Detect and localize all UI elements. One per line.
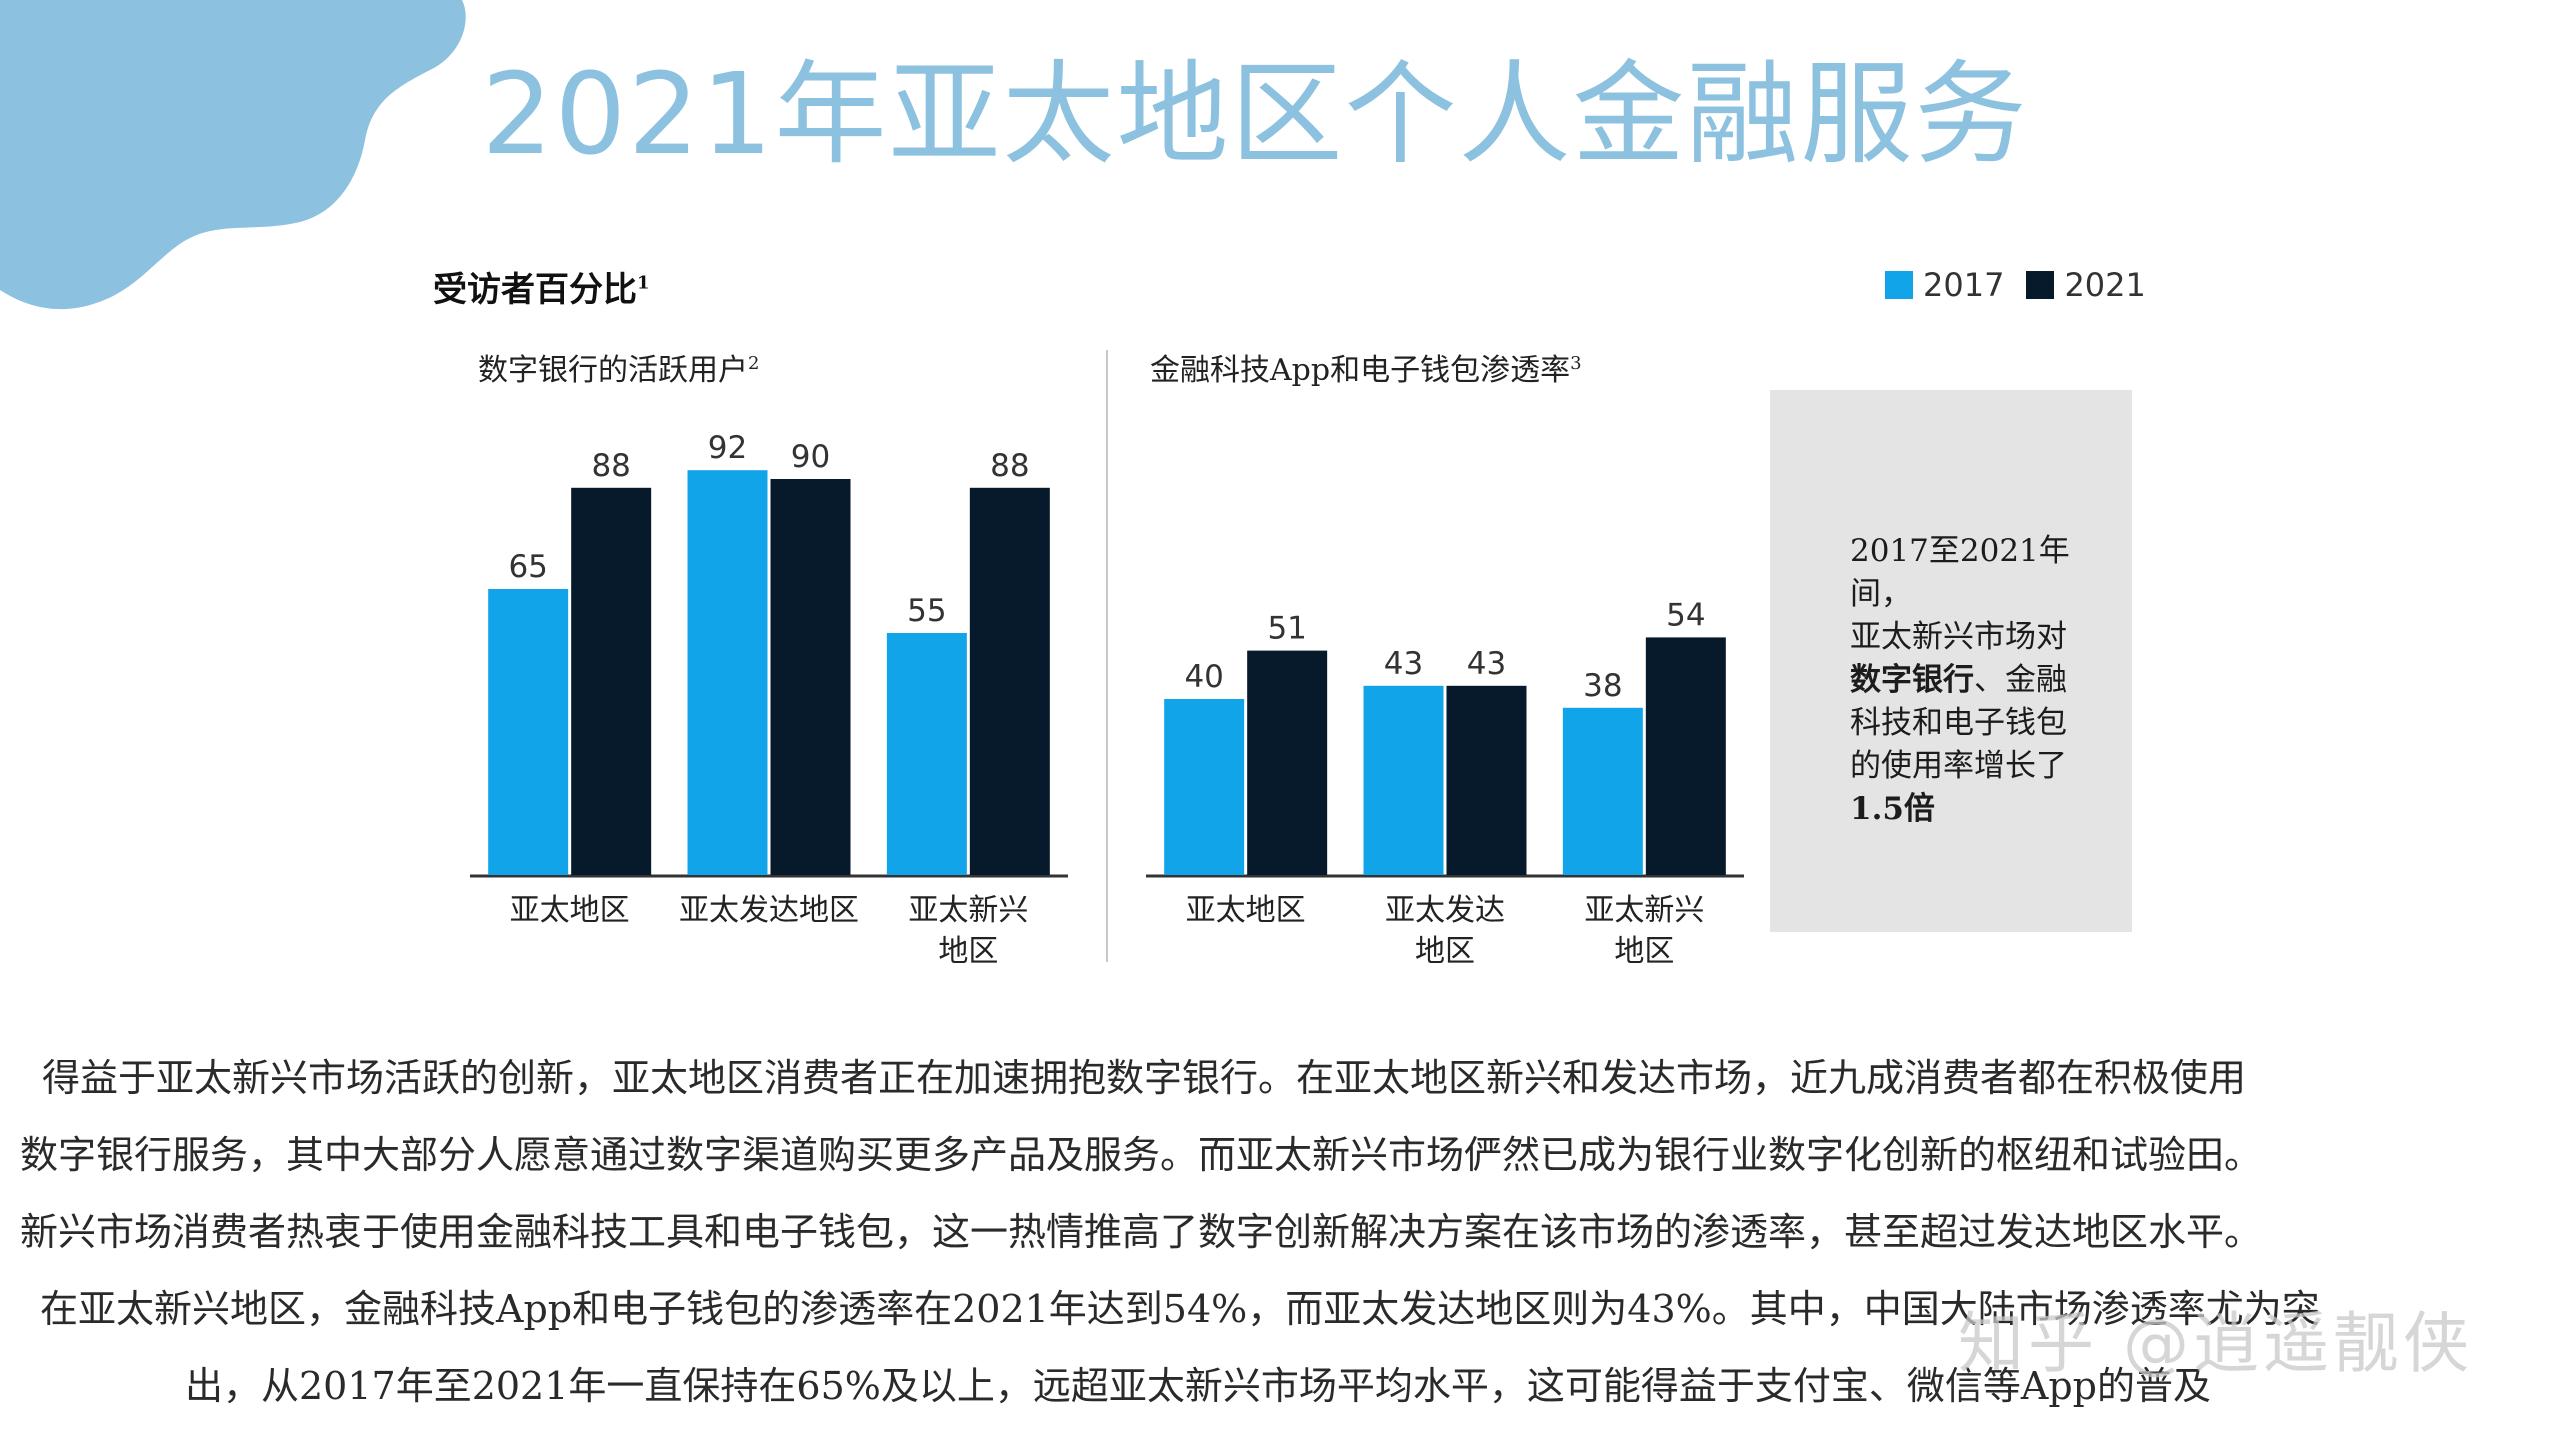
body-line-4: 在亚太新兴地区，金融科技App和电子钱包的渗透率在2021年达到54%，而亚太发… — [40, 1287, 2320, 1331]
legend-item-2021: 2021 — [2026, 266, 2146, 304]
chart-1-category-label-3-line-2: 地区 — [938, 934, 998, 969]
chart-2-bar-2021-1 — [1247, 650, 1328, 875]
chart-2-value-2017-2: 43 — [1384, 646, 1423, 682]
callout-line-5: 的使用率增长了 — [1850, 748, 2067, 784]
chart-2-value-2021-1: 51 — [1267, 611, 1306, 647]
chart-1-category-label-2: 亚太发达地区 — [679, 893, 859, 928]
chart-1-bar-2017-2 — [687, 470, 768, 875]
chart-1-value-2017-3: 55 — [907, 593, 946, 629]
body-paragraph: 得益于亚太新兴市场活跃的创新，亚太地区消费者正在加速拥抱数字银行。在亚太地区新兴… — [20, 1040, 2540, 1425]
chart-1-value-2017-2: 92 — [708, 430, 747, 466]
chart-2-bar-2017-3 — [1562, 707, 1643, 875]
chart-1-category-label-3-line-1: 亚太新兴 — [908, 893, 1028, 928]
panel-heading: 受访者百分比1 — [433, 270, 650, 310]
chart-2-bar-2017-2 — [1363, 685, 1444, 875]
chart-2-category-label-3-line-1: 亚太新兴 — [1584, 893, 1704, 928]
callout-line-6: 1.5倍 — [1850, 791, 1935, 827]
page-title: 2021年亚太地区个人金融服务 — [481, 50, 2029, 180]
chart-2-value-2017-1: 40 — [1184, 659, 1223, 695]
legend-label-2021: 2021 — [2064, 266, 2146, 304]
body-line-2: 数字银行服务，其中大部分人愿意通过数字渠道购买更多产品及服务。而亚太新兴市场俨然… — [20, 1133, 2263, 1177]
chart-2-category-label-3-line-2: 地区 — [1614, 934, 1674, 969]
chart-1-value-2021-1: 88 — [591, 448, 630, 484]
chart-1-value-2017-1: 65 — [508, 549, 547, 585]
chart-2-bar-2021-3 — [1645, 637, 1726, 875]
callout-line-2: 亚太新兴市场对 — [1850, 619, 2067, 655]
callout-line-3: 数字银行、金融 — [1850, 662, 2067, 698]
legend-swatch-2017 — [1885, 271, 1913, 299]
body-line-3: 新兴市场消费者热衷于使用金融科技工具和电子钱包，这一热情推高了数字创新解决方案在… — [20, 1210, 2263, 1254]
legend-swatch-2021 — [2026, 271, 2055, 299]
body-line-1: 得益于亚太新兴市场活跃的创新，亚太地区消费者正在加速拥抱数字银行。在亚太地区新兴… — [42, 1056, 2247, 1100]
chart-legend: 2017 2021 — [1885, 266, 2168, 304]
chart-2-category-label-2-line-2: 地区 — [1415, 934, 1475, 969]
chart-1-bar-2021-2 — [770, 479, 851, 875]
legend-item-2017: 2017 — [1885, 266, 2004, 304]
callout-text: 2017至2021年间， 亚太新兴市场对 数字银行、金融 科技和电子钱包 的使用… — [1850, 530, 2120, 831]
chart-1-title: 数字银行的活跃用户2 — [478, 353, 760, 388]
chart-2-bar-2021-2 — [1446, 685, 1527, 875]
chart-1-bar-2017-3 — [886, 633, 967, 875]
chart-1-bar-2021-1 — [571, 487, 652, 875]
legend-label-2017: 2017 — [1923, 266, 2005, 304]
decorative-blob — [0, 0, 466, 310]
chart-2-value-2021-3: 54 — [1666, 597, 1705, 633]
chart-1-bar-2017-1 — [488, 589, 569, 875]
chart-2-category-label-2-line-1: 亚太发达 — [1385, 893, 1505, 928]
chart-1-bar-2021-3 — [969, 487, 1050, 875]
chart-1-value-2021-2: 90 — [791, 439, 830, 475]
callout-line-4: 科技和电子钱包 — [1850, 705, 2067, 741]
watermark: 知乎 @逍遥靓侠 — [1958, 1305, 2473, 1382]
chart-2-value-2017-3: 38 — [1583, 668, 1622, 704]
chart-2-bar-2017-1 — [1164, 699, 1245, 875]
callout-box: 2017至2021年间， 亚太新兴市场对 数字银行、金融 科技和电子钱包 的使用… — [1770, 390, 2132, 932]
callout-line-1: 2017至2021年间， — [1850, 533, 2070, 612]
chart-2-category-label-1: 亚太地区 — [1186, 893, 1306, 928]
chart-2-title: 金融科技App和电子钱包渗透率3 — [1150, 353, 1582, 388]
chart-divider — [1106, 350, 1108, 962]
chart-2-value-2021-2: 43 — [1467, 646, 1506, 682]
body-line-5: 出，从2017年至2021年一直保持在65%及以上，远超亚太新兴市场平均水平，这… — [185, 1364, 2211, 1408]
chart-1-category-label-1: 亚太地区 — [510, 893, 630, 928]
chart-1-value-2021-3: 88 — [990, 448, 1029, 484]
